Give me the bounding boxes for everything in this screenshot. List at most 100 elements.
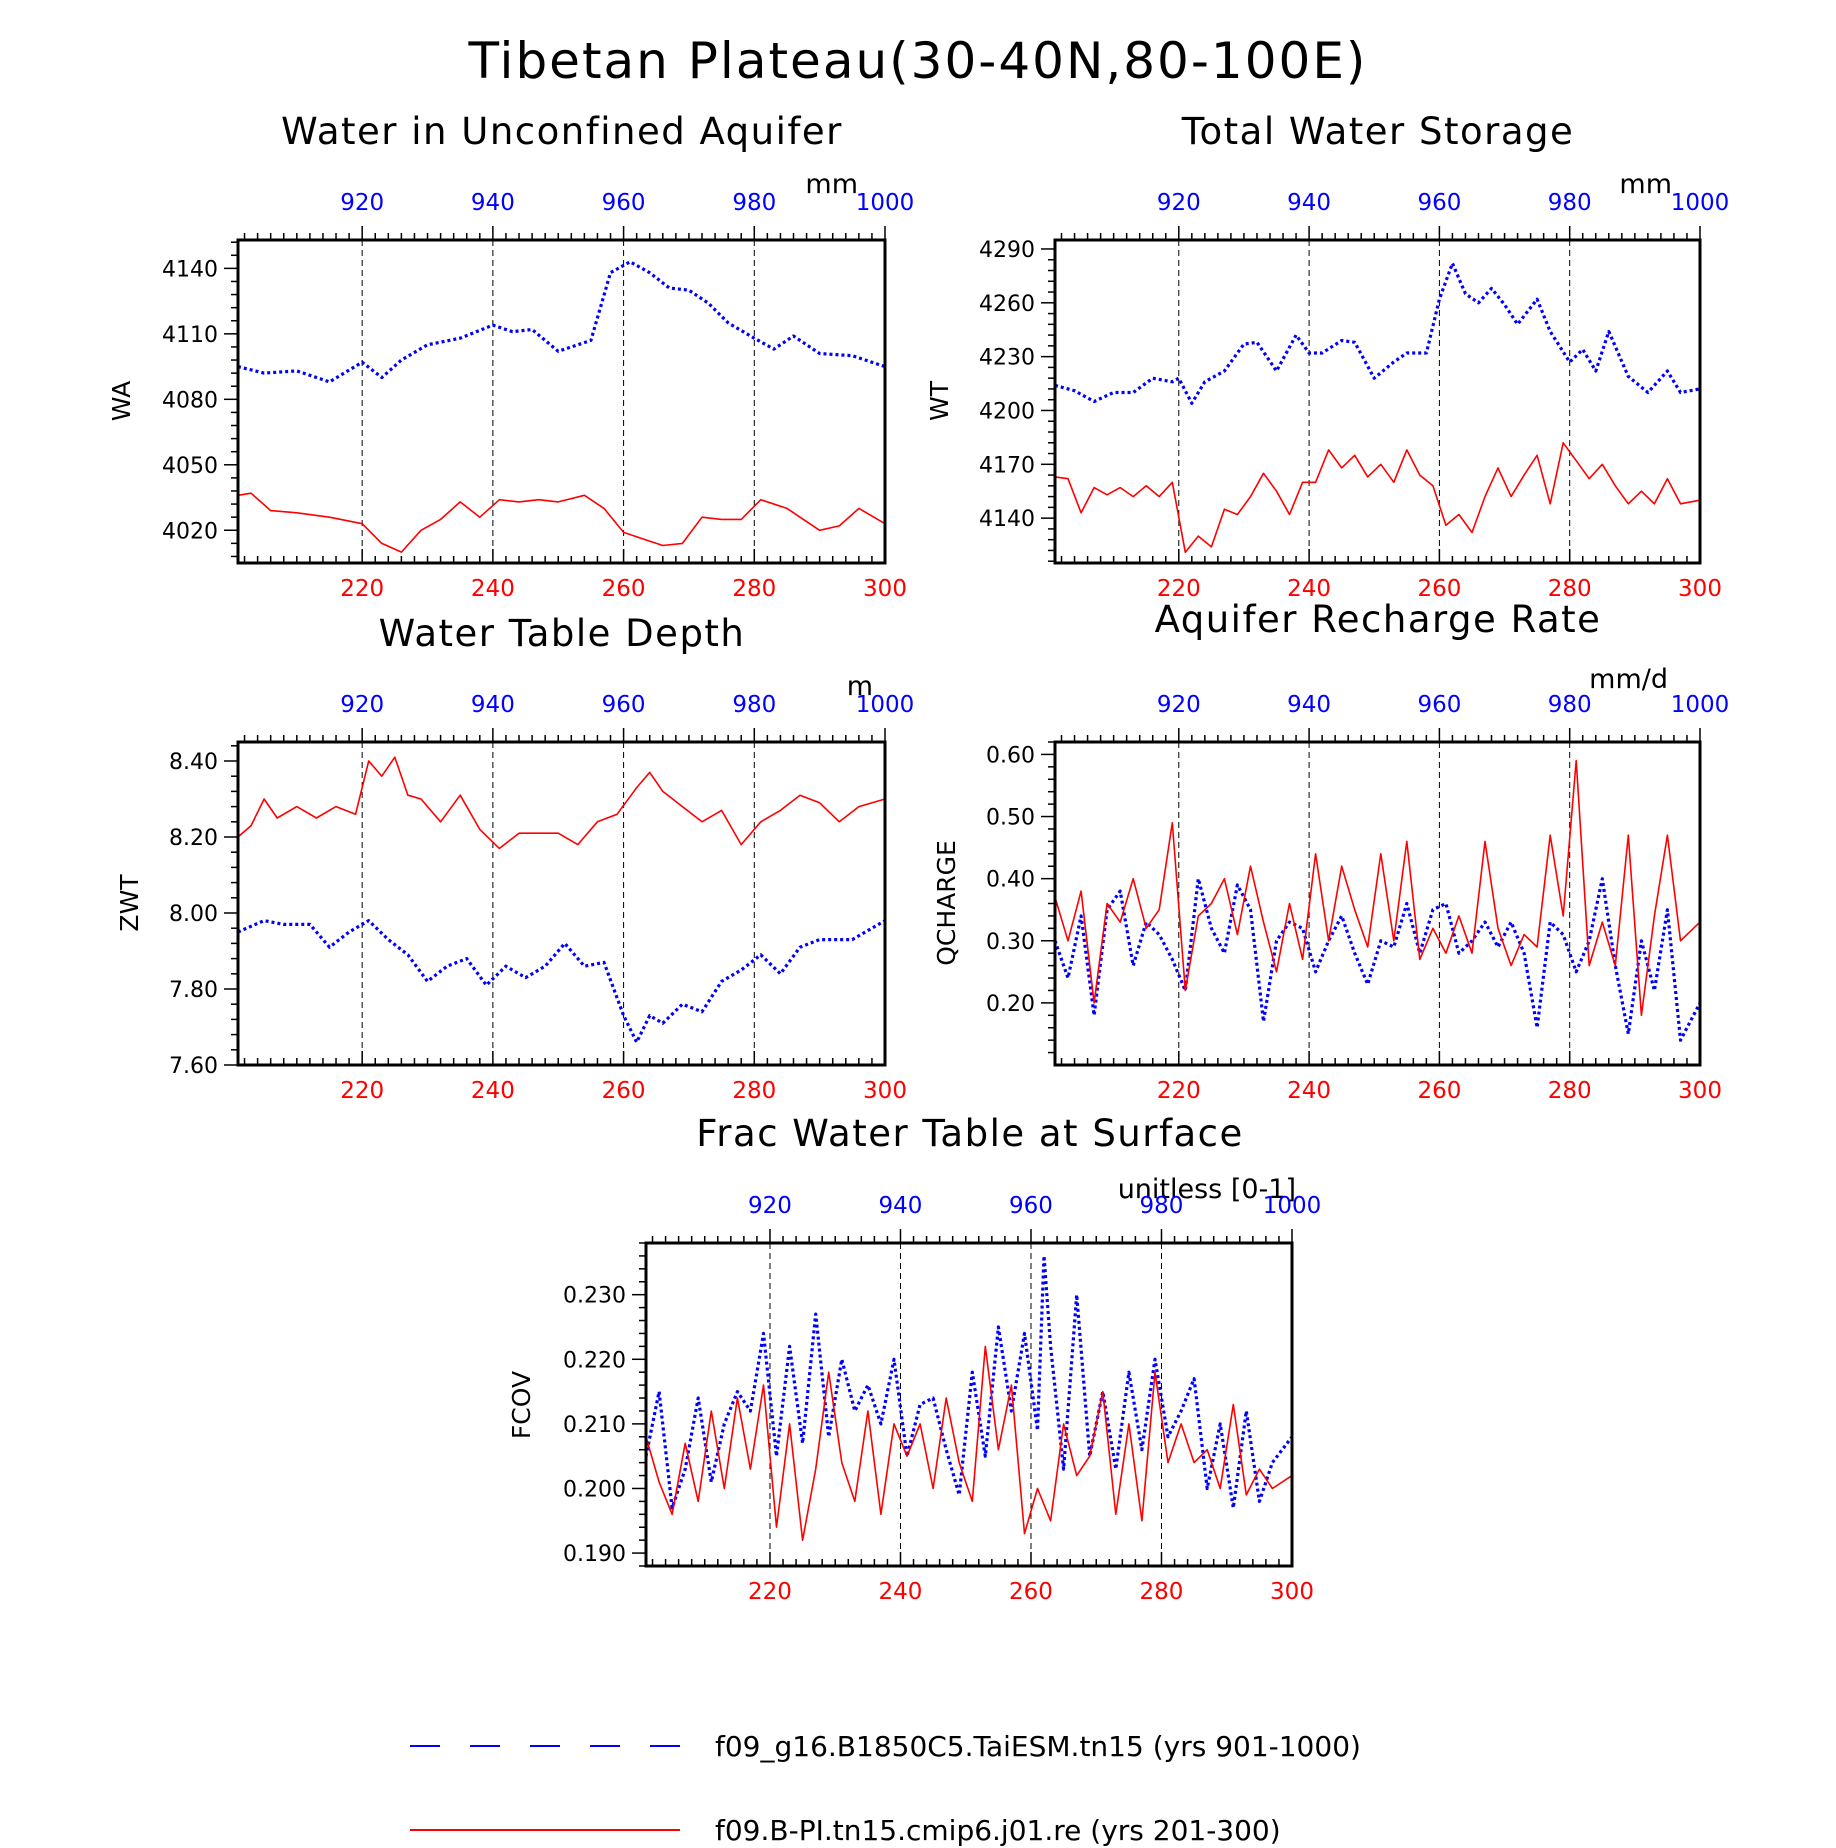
x-tick-label-top: 920 [748,1193,792,1219]
y-tick-label: 0.210 [563,1413,626,1438]
x-tick-label-bottom: 300 [1678,576,1722,602]
plot-frame [236,238,887,565]
y-tick-label: 0.50 [986,806,1035,831]
y-tick-label: 4260 [979,292,1035,317]
x-tick-label-top: 940 [1287,692,1331,718]
y-tick-label: 4050 [162,454,218,479]
x-tick-label-bottom: 240 [1287,576,1331,602]
x-tick-label-top: 920 [340,692,384,718]
y-tick-label: 4200 [979,399,1035,424]
x-tick-label-bottom: 260 [602,576,646,602]
y-tick-label: 0.40 [986,868,1035,893]
series-line-red [1054,759,1701,1017]
series-line-red [645,1345,1293,1541]
x-tick-label-bottom: 260 [1417,576,1461,602]
series-line-blue [237,260,886,384]
y-tick-label: 4290 [979,238,1035,263]
panel-title: Water Table Depth [379,612,746,655]
y-tick-label: 0.220 [563,1348,626,1373]
series-line-red [237,492,886,553]
chart-panel-1: Water in Unconfined Aquifer mm WA 4020 4050 4… [107,110,914,602]
x-tick-label-bottom: 260 [1417,1078,1461,1104]
x-tick-label-top: 980 [1548,190,1592,216]
plot-frame [236,740,887,1067]
plot-frame [644,1241,1294,1568]
y-tick-label: 8.00 [169,902,218,927]
y-tick-label: 0.190 [563,1542,626,1567]
x-tick-label-top: 960 [1417,692,1461,718]
legend-label-red: f09.B-PI.tn15.cmip6.j01.re (yrs 201-300) [715,1814,1281,1847]
x-tick-label-bottom: 260 [602,1078,646,1104]
y-tick-label: 0.230 [563,1284,626,1309]
series-line-blue [1054,261,1701,405]
x-tick-label-top: 960 [1009,1193,1053,1219]
chart-panel-2: Total Water Storage mm WT 4140 4170 4200 4230 4… [925,110,1729,602]
panel-title: Aquifer Recharge Rate [1155,598,1602,641]
unit-label: m [847,671,873,702]
x-tick-label-bottom: 240 [471,1078,515,1104]
series-line-blue [1053,877,1702,1042]
chart-panel-5: Frac Water Table at Surface unitless [0-1… [507,1112,1321,1605]
x-tick-label-top: 1000 [1671,692,1730,718]
x-tick-label-bottom: 220 [340,1078,384,1104]
y-tick-label: 0.30 [986,930,1035,955]
y-tick-label: 7.60 [169,1054,218,1079]
x-tick-label-bottom: 280 [1140,1579,1184,1605]
series-line-blue [237,918,886,1044]
panel-title: Water in Unconfined Aquifer [281,110,843,153]
unit-label: mm [1619,169,1672,200]
x-tick-label-top: 960 [602,692,646,718]
series-line-red [237,756,886,850]
x-tick-label-bottom: 220 [1157,1078,1201,1104]
y-axis-label: ZWT [115,874,144,932]
chart-panel-3: Water Table Depth m ZWT 8.40 8.20 8.00 7.80 7.6… [115,612,914,1104]
y-tick-label: 8.20 [169,826,218,851]
x-tick-label-top: 940 [471,190,515,216]
x-tick-label-bottom: 240 [1287,1078,1331,1104]
x-tick-label-top: 960 [1417,190,1461,216]
x-tick-label-top: 1000 [1263,1193,1322,1219]
y-tick-label: 4230 [979,346,1035,371]
y-tick-label: 4140 [162,257,218,282]
y-axis-label: FCOV [507,1371,536,1439]
x-tick-label-top: 960 [602,190,646,216]
x-tick-label-top: 980 [732,692,776,718]
y-tick-label: 4110 [162,323,218,348]
x-tick-label-top: 940 [1287,190,1331,216]
y-tick-label: 4140 [979,507,1035,532]
x-tick-label-top: 920 [1157,190,1201,216]
x-tick-label-bottom: 220 [748,1579,792,1605]
y-tick-label: 4020 [162,519,218,544]
x-tick-label-bottom: 300 [863,1078,907,1104]
legend-label-blue: f09_g16.B1850C5.TaiESM.tn15 (yrs 901-100… [715,1730,1361,1763]
y-axis-label: QCHARGE [932,840,961,966]
unit-label: mm [805,169,858,200]
x-tick-label-top: 980 [1548,692,1592,718]
unit-label: mm/d [1589,664,1668,695]
plot-frame [1053,238,1702,565]
x-tick-label-bottom: 240 [879,1579,923,1605]
x-tick-label-top: 920 [340,190,384,216]
x-tick-label-top: 940 [879,1193,923,1219]
x-tick-label-bottom: 240 [471,576,515,602]
x-tick-label-bottom: 280 [1548,576,1592,602]
x-tick-label-bottom: 220 [340,576,384,602]
y-tick-label: 7.80 [169,978,218,1003]
x-tick-label-bottom: 280 [732,576,776,602]
panel-title: Total Water Storage [1181,110,1575,153]
plot-frame [1053,740,1702,1067]
y-axis-label: WA [107,381,136,421]
y-tick-label: 8.40 [169,750,218,775]
unit-label: unitless [0-1] [1118,1174,1296,1205]
y-tick-label: 0.20 [986,992,1035,1017]
x-tick-label-top: 1000 [1671,190,1730,216]
y-tick-label: 0.200 [563,1477,626,1502]
x-tick-label-bottom: 300 [1678,1078,1722,1104]
x-tick-label-bottom: 280 [1548,1078,1592,1104]
figure-title: Tibetan Plateau(30-40N,80-100E) [468,32,1368,90]
x-tick-label-bottom: 260 [1009,1579,1053,1605]
x-tick-label-bottom: 280 [732,1078,776,1104]
x-tick-label-top: 1000 [856,190,915,216]
chart-panel-4: Aquifer Recharge Rate mm/d QCHARGE 0.60 0.50… [932,598,1729,1104]
